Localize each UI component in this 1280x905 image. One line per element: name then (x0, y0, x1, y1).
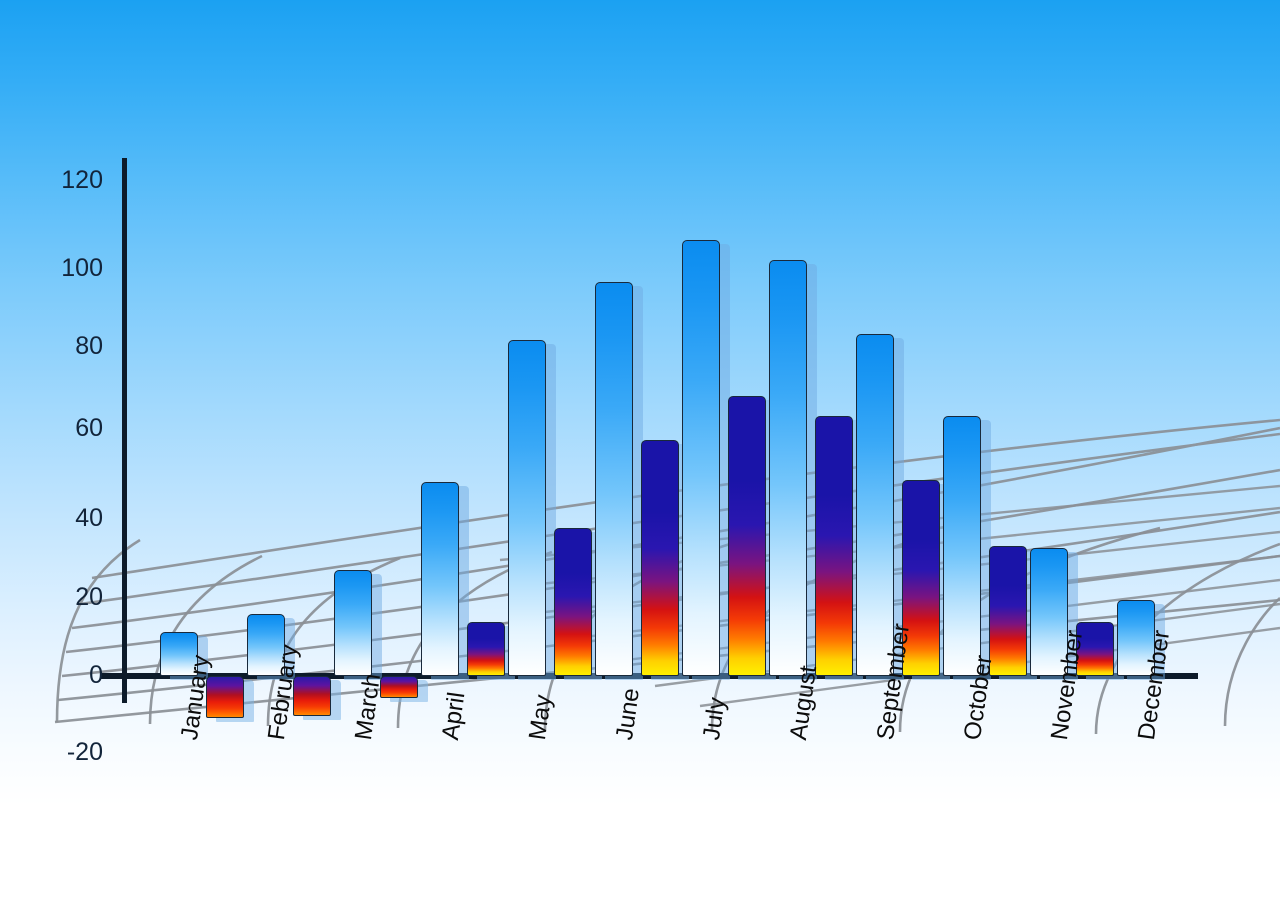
bar-march-series1[interactable] (334, 570, 382, 680)
bar-body (682, 240, 720, 676)
y-tick-40: 40 (75, 504, 103, 532)
bar-body (989, 546, 1027, 676)
bar-june-series1[interactable] (595, 282, 643, 680)
bar-body (943, 416, 981, 676)
x-label-april: April (437, 690, 471, 742)
bar-july-series1[interactable] (682, 240, 730, 680)
bar-body (815, 416, 853, 676)
bar-june-series2[interactable] (641, 440, 689, 680)
bar-july-series2[interactable] (728, 396, 776, 680)
x-label-may: May (524, 693, 558, 742)
bar-body (508, 340, 546, 676)
bar-body (467, 622, 505, 676)
bar-body (1117, 600, 1155, 676)
bar-body (247, 614, 285, 676)
bar-november-series1[interactable] (1030, 548, 1078, 680)
bar-body (206, 676, 244, 718)
bar-body (380, 676, 418, 698)
bar-body (856, 334, 894, 676)
y-tick-80: 80 (75, 332, 103, 360)
y-tick-neg20: -20 (66, 738, 103, 766)
y-tick-20: 20 (75, 583, 103, 611)
bar-body (595, 282, 633, 676)
bar-january-series1[interactable] (160, 632, 208, 680)
y-tick-100: 100 (61, 254, 103, 282)
y-tick-0: 0 (89, 661, 103, 689)
bar-body (554, 528, 592, 676)
bar-february-series1[interactable] (247, 614, 295, 680)
x-axis (101, 673, 1198, 679)
x-label-march: March (350, 671, 387, 742)
y-tick-120: 120 (61, 166, 103, 194)
x-label-july: July (698, 695, 731, 742)
bar-september-series1[interactable] (856, 334, 904, 680)
bar-body (334, 570, 372, 676)
y-axis (122, 158, 127, 703)
bar-march-series2[interactable] (380, 676, 428, 702)
bar-october-series1[interactable] (943, 416, 991, 680)
bar-may-series1[interactable] (508, 340, 556, 680)
bar-body (728, 396, 766, 676)
bar-may-series2[interactable] (554, 528, 602, 680)
bar-body (1030, 548, 1068, 676)
bar-april-series2[interactable] (467, 622, 515, 680)
bar-august-series1[interactable] (769, 260, 817, 680)
bar-january-series2[interactable] (206, 676, 254, 722)
bar-body (160, 632, 198, 676)
bar-body (1076, 622, 1114, 676)
bar-august-series2[interactable] (815, 416, 863, 680)
bar-body (421, 482, 459, 676)
bar-december-series1[interactable] (1117, 600, 1165, 680)
bar-body (769, 260, 807, 676)
x-label-june: June (611, 686, 645, 742)
bar-body (641, 440, 679, 676)
bar-body (902, 480, 940, 676)
bar-february-series2[interactable] (293, 676, 341, 720)
y-tick-60: 60 (75, 414, 103, 442)
bar-body (293, 676, 331, 716)
bar-april-series1[interactable] (421, 482, 469, 680)
